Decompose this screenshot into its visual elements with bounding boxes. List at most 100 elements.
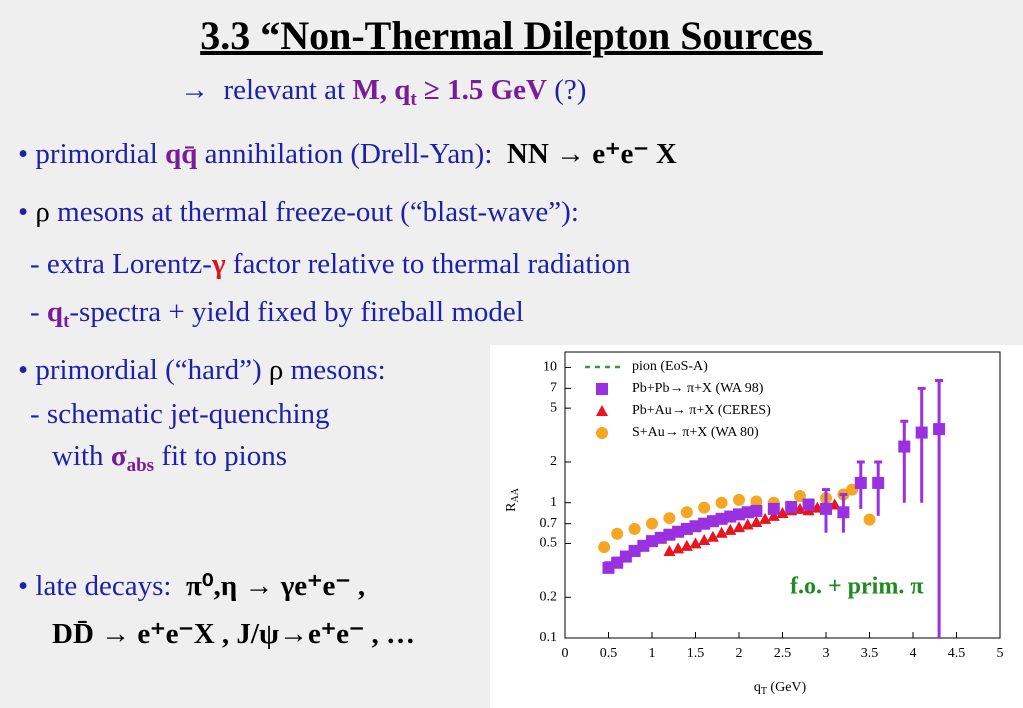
- x-tick-label: 2.5: [774, 646, 792, 661]
- marker-circle: [646, 517, 658, 530]
- x-axis-label: qT (GeV): [754, 680, 807, 697]
- y-axis-label: RAA: [504, 487, 521, 512]
- text: • late decays:: [18, 570, 186, 602]
- chart: f.o. + prim. π qT (GeV) RAA 0.1 0.2 0.5 0.7…: [490, 345, 1023, 708]
- marker-circle: [733, 493, 745, 506]
- text: (?): [546, 74, 587, 106]
- marker-triangle: [663, 544, 676, 556]
- plot-frame: [564, 351, 1001, 639]
- text-line: • late decays: π⁰,η → γe⁺e⁻ ,: [18, 568, 365, 603]
- marker-circle: [863, 513, 876, 526]
- text: → relevant at: [180, 74, 353, 106]
- text-line: • ρ mesons at thermal freeze-out (“blast…: [18, 196, 579, 229]
- slide-title: 3.3 “Non-Thermal Dilepton Sources: [200, 13, 823, 58]
- text: •: [18, 196, 36, 228]
- marker-triangle: [767, 509, 780, 521]
- x-tick-label: 4: [910, 646, 917, 661]
- text: abs: [126, 455, 155, 476]
- text: t: [410, 89, 417, 110]
- x-label-main: q: [754, 680, 761, 695]
- text: -: [30, 296, 47, 328]
- y-tick-label: 7: [550, 381, 557, 396]
- marker-triangle: [672, 542, 685, 554]
- marker-triangle: [750, 516, 763, 528]
- legend-symbol: [596, 427, 608, 439]
- y-tick-label: 10: [543, 360, 557, 375]
- text-line: with σabs fit to pions: [52, 440, 287, 477]
- legend-label: S+Au→ π+X (WA 80): [632, 425, 759, 440]
- text: γ: [211, 248, 226, 280]
- legend-label: Pb+Pb→ π+X (WA 98): [632, 381, 764, 396]
- marker-square: [872, 476, 885, 489]
- marker-circle: [611, 527, 624, 540]
- legend-symbol: [596, 405, 608, 416]
- plot-area: [564, 351, 1001, 639]
- x-tick-label: 0.5: [600, 646, 618, 661]
- text: -spectra + yield fixed by fireball model: [69, 296, 524, 328]
- marker-square: [854, 476, 867, 489]
- text: mesons:: [283, 354, 386, 386]
- text: mesons at thermal freeze-out (“blast-wav…: [49, 196, 579, 228]
- text: factor relative to thermal radiation: [225, 248, 631, 280]
- x-tick-label: 1: [649, 646, 656, 661]
- marker-square: [767, 502, 780, 515]
- legend-symbol: [596, 383, 608, 395]
- text: with: [52, 440, 111, 472]
- marker-square: [915, 426, 928, 439]
- text: ≥ 1.5 GeV: [416, 74, 547, 106]
- x-tick-label: 3.5: [861, 646, 879, 661]
- marker-square: [933, 423, 946, 436]
- marker-triangle: [724, 523, 737, 535]
- text: M, q: [352, 74, 411, 106]
- annotation: f.o. + prim. π: [790, 574, 923, 600]
- marker-square: [820, 502, 832, 515]
- marker-triangle: [759, 512, 772, 524]
- text-line: • primordial (“hard”) ρ mesons:: [18, 354, 386, 387]
- marker-circle: [628, 522, 641, 535]
- marker-triangle: [733, 521, 745, 533]
- marker-triangle: [715, 526, 728, 538]
- text: t: [63, 311, 70, 332]
- marker-circle: [750, 495, 763, 508]
- marker-circle: [680, 506, 693, 519]
- text: π⁰,η → γe⁺e⁻ ,: [185, 570, 366, 602]
- text-line: → relevant at M, qt ≥ 1.5 GeV (?): [180, 74, 586, 111]
- marker-circle: [698, 501, 711, 514]
- marker-triangle: [698, 534, 711, 546]
- marker-square: [802, 498, 815, 511]
- y-tick-label: 2: [550, 454, 557, 469]
- y-tick-label: 1: [550, 495, 557, 510]
- text: σ: [110, 440, 127, 472]
- text: fit to pions: [154, 440, 287, 472]
- legend-label: Pb+Au→ π+X (CERES): [632, 403, 771, 418]
- text: NN → e⁺e⁻ X: [506, 138, 677, 170]
- x-tick-label: 5: [997, 646, 1004, 661]
- text-line: • primordial qq̄ annihilation (Drell-Yan…: [18, 136, 677, 171]
- x-tick-label: 0: [562, 646, 569, 661]
- marker-square: [785, 500, 798, 513]
- text: ρ: [268, 354, 284, 386]
- text-line: - qt-spectra + yield fixed by fireball m…: [30, 296, 524, 333]
- text: • primordial (“hard”): [18, 354, 269, 386]
- marker-circle: [598, 541, 611, 554]
- text: - extra Lorentz-: [30, 248, 212, 280]
- text: DD̄ → e⁺e⁻X , J/ψ→e⁺e⁻ , …: [52, 618, 416, 650]
- legend-label: pion (EoS-A): [632, 359, 708, 374]
- marker-circle: [715, 496, 728, 509]
- text: ρ: [35, 196, 50, 228]
- text: qq̄: [165, 138, 198, 170]
- x-tick-label: 2: [736, 646, 743, 661]
- marker-circle: [663, 512, 676, 525]
- text: - schematic jet-quenching: [30, 398, 330, 430]
- y-label-main: R: [504, 502, 519, 512]
- y-tick-label: 0.5: [540, 536, 558, 551]
- marker-triangle: [680, 539, 693, 551]
- text: q: [46, 296, 64, 328]
- x-tick-label: 3: [823, 646, 830, 661]
- y-tick-label: 0.2: [540, 589, 558, 604]
- text-line: - extra Lorentz-γ factor relative to the…: [30, 248, 631, 281]
- x-label-sub: T: [761, 686, 767, 697]
- x-tick-label: 1.5: [687, 646, 705, 661]
- text-line: DD̄ → e⁺e⁻X , J/ψ→e⁺e⁻ , …: [52, 616, 415, 651]
- text: primordial: [35, 138, 166, 170]
